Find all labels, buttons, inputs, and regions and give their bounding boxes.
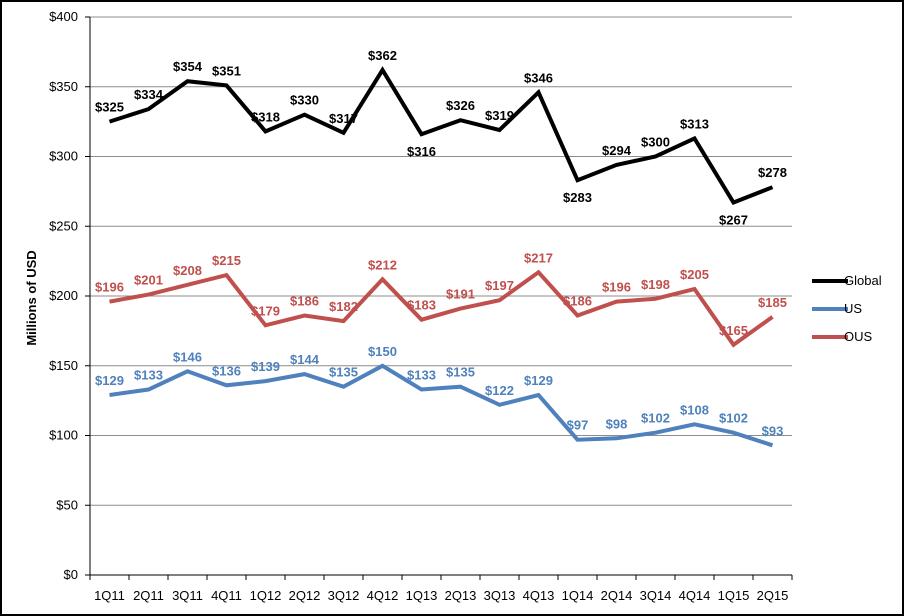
x-tick-label: 3Q14 — [640, 588, 672, 603]
data-label: $212 — [368, 257, 397, 272]
data-label: $186 — [563, 294, 592, 309]
x-tick-label: 1Q13 — [406, 588, 438, 603]
data-label: $283 — [563, 190, 592, 205]
x-tick-label: 1Q12 — [250, 588, 282, 603]
data-label: $205 — [680, 267, 709, 282]
data-label: $300 — [641, 135, 670, 150]
series-lines — [108, 66, 774, 448]
series-line-ous — [109, 269, 774, 348]
x-tick-label: 4Q14 — [679, 588, 711, 603]
y-axis-title: Millions of USD — [24, 250, 39, 345]
x-tick-label: 2Q14 — [601, 588, 633, 603]
y-tick-label: $50 — [56, 497, 78, 512]
data-label: $144 — [290, 352, 320, 367]
data-label: $135 — [329, 365, 358, 380]
data-label: $129 — [95, 373, 124, 388]
data-label: $346 — [524, 70, 553, 85]
x-tick-label: 4Q12 — [367, 588, 399, 603]
data-label: $135 — [446, 365, 475, 380]
x-tick-label: 2Q11 — [133, 588, 164, 603]
data-label: $334 — [134, 87, 164, 102]
y-tick-label: $250 — [49, 218, 78, 233]
data-label: $93 — [762, 423, 784, 438]
y-tick-label: $100 — [49, 428, 78, 443]
data-label: $136 — [212, 363, 241, 378]
x-tick-label: 4Q11 — [211, 588, 242, 603]
data-label: $97 — [567, 418, 589, 433]
data-label: $196 — [95, 280, 124, 295]
y-tick-label: $400 — [49, 9, 78, 24]
x-tick-label: 2Q15 — [757, 588, 789, 603]
data-label: $217 — [524, 250, 553, 265]
data-label: $102 — [719, 411, 748, 426]
x-tick-label: 1Q11 — [94, 588, 125, 603]
data-label: $122 — [485, 383, 514, 398]
data-label: $182 — [329, 299, 358, 314]
series-line-us — [109, 363, 774, 448]
data-label: $191 — [446, 287, 475, 302]
data-label: $102 — [641, 411, 670, 426]
data-label: $318 — [251, 109, 280, 124]
data-label: $319 — [485, 108, 514, 123]
x-tick-label: 1Q15 — [718, 588, 750, 603]
legend-label: Global — [844, 273, 882, 288]
legend-label: US — [844, 301, 862, 316]
data-label: $313 — [680, 116, 709, 131]
y-tick-label: $350 — [49, 79, 78, 94]
y-tick-label: $150 — [49, 358, 78, 373]
data-label: $326 — [446, 98, 475, 113]
x-tick-label: 3Q13 — [484, 588, 516, 603]
x-tick-label: 2Q13 — [445, 588, 477, 603]
data-label: $197 — [485, 278, 514, 293]
data-label: $201 — [134, 273, 163, 288]
data-label: $98 — [606, 416, 628, 431]
data-label: $208 — [173, 263, 202, 278]
axes: $0 $50 $100 $150 $200 $250 $300 $350 $400 1Q11 2Q1… — [49, 9, 793, 603]
data-label: $139 — [251, 359, 280, 374]
y-tick-label: $300 — [49, 149, 78, 164]
data-label: $183 — [407, 298, 436, 313]
data-label: $165 — [719, 323, 748, 338]
legend: Global US OUS — [812, 273, 882, 344]
data-label: $294 — [602, 143, 632, 158]
x-tick-label: 3Q11 — [172, 588, 203, 603]
data-label: $267 — [719, 213, 748, 228]
legend-label: OUS — [844, 329, 873, 344]
data-label: $133 — [407, 367, 436, 382]
data-label: $186 — [290, 294, 319, 309]
data-label: $351 — [212, 63, 241, 78]
data-label: $317 — [329, 111, 358, 126]
x-tick-label: 4Q13 — [523, 588, 555, 603]
data-label: $150 — [368, 344, 397, 359]
data-label: $215 — [212, 253, 241, 268]
data-label: $278 — [758, 165, 787, 180]
gridlines — [90, 16, 792, 506]
data-label: $330 — [290, 93, 319, 108]
data-label: $196 — [602, 280, 631, 295]
data-label: $185 — [758, 295, 787, 310]
y-tick-label: $200 — [49, 288, 78, 303]
data-label: $316 — [407, 144, 436, 159]
x-tick-label: 2Q12 — [289, 588, 321, 603]
data-label: $108 — [680, 402, 709, 417]
data-label: $146 — [173, 349, 202, 364]
data-label: $179 — [251, 303, 280, 318]
data-label: $354 — [173, 59, 203, 74]
data-label: $129 — [524, 373, 553, 388]
y-tick-label: $0 — [64, 567, 78, 582]
data-label: $133 — [134, 367, 163, 382]
data-label: $362 — [368, 48, 397, 63]
x-tick-label: 1Q14 — [562, 588, 594, 603]
data-label: $198 — [641, 277, 670, 292]
x-tick-label: 3Q12 — [328, 588, 360, 603]
data-labels: $325 $334 $354 $351 $318 $330 $317 $362 $316 $326… — [95, 48, 787, 438]
data-label: $325 — [95, 100, 124, 115]
series-line-global — [108, 66, 774, 205]
